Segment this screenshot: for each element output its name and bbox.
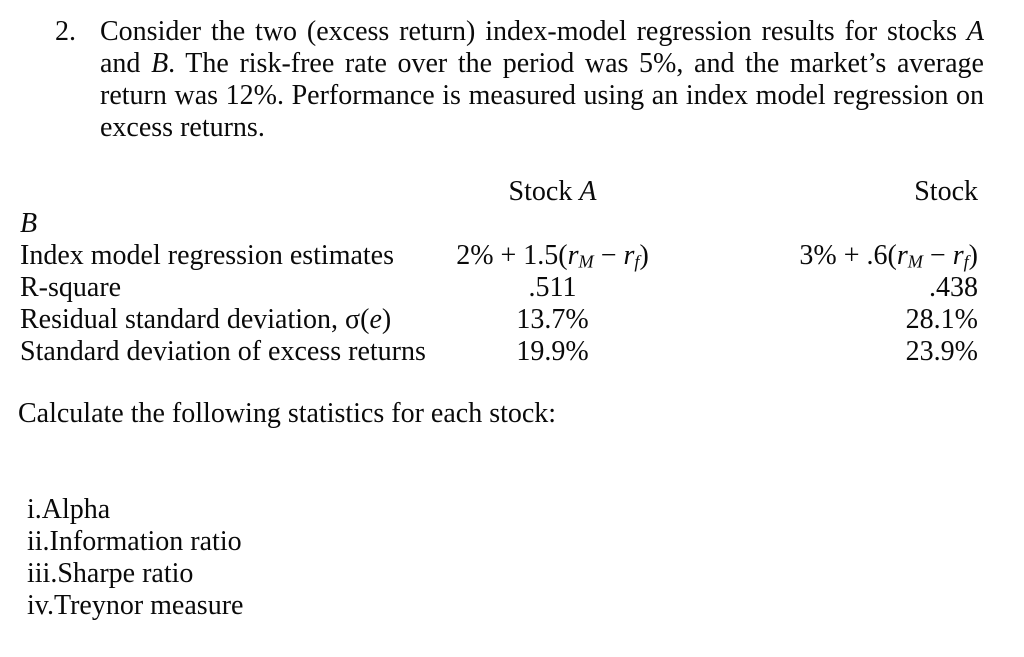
formula-sub-f: f <box>963 251 969 272</box>
problem-line-text: return was 12%. Performance is measured … <box>100 80 984 111</box>
formula-var: r <box>952 240 964 271</box>
row-label: Standard deviation of excess returns <box>20 336 440 368</box>
formula-sub-m: M <box>907 251 923 272</box>
results-table: Stock A Stock B Index model regression e… <box>20 176 978 368</box>
statistics-list: i.Alpha ii.Information ratio iii.Sharpe … <box>27 494 1024 622</box>
instruction-line: Calculate the following statistics for e… <box>18 398 557 429</box>
cell-a-value: .511 <box>528 272 577 303</box>
wrapped-b-em: B <box>20 208 38 239</box>
stock-b-ref: B <box>151 48 169 79</box>
formula-sub-m: M <box>578 251 594 272</box>
col-a-header-em: A <box>579 176 597 207</box>
table-row-std-dev-excess-returns: Standard deviation of excess returns 19.… <box>20 336 978 368</box>
problem-line: Consider the two (excess return) index-m… <box>100 16 984 48</box>
problem-line: return was 12%. Performance is measured … <box>100 80 984 112</box>
formula-op: − <box>593 240 624 271</box>
formula-head: 2% + 1.5( <box>456 240 568 271</box>
table-header-row: Stock A Stock <box>20 176 978 208</box>
table-row-residual-std-dev: Residual standard deviation, σ(e) 13.7% … <box>20 304 978 336</box>
formula-var: r <box>567 240 579 271</box>
list-item-sharpe-ratio: iii.Sharpe ratio <box>27 558 194 589</box>
formula-op: − <box>922 240 953 271</box>
problem-number: 2. <box>55 16 76 47</box>
cell-b-formula: 3% + .6(rM − rf) <box>665 240 978 272</box>
problem-line: excess returns. <box>100 112 984 144</box>
problem-line-text: and <box>100 48 152 79</box>
row-label-text: R-square <box>20 272 122 303</box>
problem-line: and B. The risk-free rate over the perio… <box>100 48 984 80</box>
problem-line-text: Consider the two (excess return) index-m… <box>100 16 967 47</box>
col-b-header-text: Stock <box>914 176 978 207</box>
row-label-text: Residual standard deviation, σ( <box>20 304 370 335</box>
table-header-wrap-row: B <box>20 208 978 240</box>
problem-text: Consider the two (excess return) index-m… <box>100 16 984 144</box>
empty-cell <box>440 208 665 240</box>
stock-a-ref: A <box>966 16 984 47</box>
row-label: R-square <box>20 272 440 304</box>
problem-line-text: . The risk-free rate over the period was… <box>168 48 984 79</box>
empty-cell <box>665 208 978 240</box>
col-a-header-text: Stock <box>508 176 580 207</box>
table-row-regression-estimates: Index model regression estimates 2% + 1.… <box>20 240 978 272</box>
cell-b-value: 23.9% <box>905 336 978 367</box>
cell-a-formula: 2% + 1.5(rM − rf) <box>440 240 665 272</box>
col-a-header: Stock A <box>440 176 665 208</box>
formula-tail: ) <box>968 240 978 271</box>
list-item-information-ratio: ii.Information ratio <box>27 526 242 557</box>
list-item-alpha: i.Alpha <box>27 494 111 525</box>
cell-b-value: .438 <box>929 272 978 303</box>
header-label-spacer <box>20 176 440 208</box>
row-label-text: Index model regression estimates <box>20 240 395 271</box>
formula-var: r <box>896 240 908 271</box>
row-label: Index model regression estimates <box>20 240 440 272</box>
table-row-r-square: R-square .511 .438 <box>20 272 978 304</box>
row-label-text: ) <box>381 304 392 335</box>
list-item-treynor-measure: iv.Treynor measure <box>27 590 244 621</box>
row-label: Residual standard deviation, σ(e) <box>20 304 440 336</box>
row-label-text: Standard deviation of excess returns <box>20 336 426 367</box>
formula-tail: ) <box>639 240 649 271</box>
problem-line-text: excess returns. <box>100 112 265 143</box>
formula-head: 3% + .6( <box>799 240 897 271</box>
problem-statement: 2. Consider the two (excess return) inde… <box>0 0 1024 144</box>
formula-sub-f: f <box>634 251 640 272</box>
cell-a-value: 19.9% <box>516 336 589 367</box>
wrapped-header-b: B <box>20 208 440 240</box>
col-b-header: Stock <box>665 176 978 208</box>
cell-a-value: 13.7% <box>516 304 589 335</box>
row-label-em: e <box>369 304 382 335</box>
cell-b-value: 28.1% <box>905 304 978 335</box>
formula-var: r <box>623 240 635 271</box>
